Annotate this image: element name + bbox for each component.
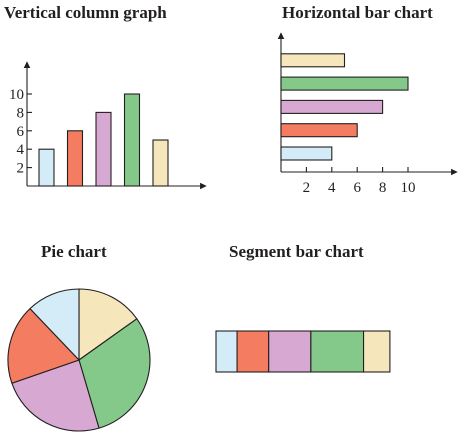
horizontal-chart-bar — [280, 53, 346, 68]
segment-chart-segment — [236, 330, 270, 373]
vertical-chart-bar — [95, 111, 112, 187]
vertical-chart-y-tick-label: 8 — [17, 105, 25, 121]
vertical-chart-bar — [38, 148, 55, 187]
horizontal-chart-bar — [280, 99, 384, 114]
vertical-chart-y-tick-label: 10 — [9, 87, 24, 103]
horizontal-chart-bar — [280, 146, 333, 161]
pie-chart-slice — [29, 288, 80, 361]
pie-chart-slice — [11, 359, 100, 432]
segment-chart-title: Segment bar chart — [229, 242, 364, 261]
horizontal-chart-x-tick-label: 2 — [303, 180, 311, 196]
horizontal-chart-x-tick-label: 4 — [328, 180, 336, 196]
horizontal-chart-bar — [280, 76, 409, 91]
horizontal-chart-x-tick-label: 8 — [379, 180, 387, 196]
segment-chart-segment — [310, 330, 365, 373]
vertical-chart-y-tick-label: 6 — [17, 124, 25, 140]
segment-chart-segment — [215, 330, 238, 373]
pie-chart-slice — [78, 288, 138, 361]
horizontal-chart-title: Horizontal bar chart — [282, 3, 433, 22]
vertical-chart-bar — [123, 93, 141, 187]
vertical-chart-bar — [152, 139, 169, 187]
vertical-chart-bar — [66, 130, 84, 187]
pie-chart-slice — [78, 318, 151, 429]
vertical-chart-y-tick-label: 4 — [17, 142, 25, 158]
horizontal-chart-x-tick-label: 6 — [353, 180, 361, 196]
segment-chart-segment — [268, 330, 312, 373]
horizontal-chart-bar — [280, 123, 358, 138]
pie-chart-title: Pie chart — [41, 242, 107, 261]
vertical-chart-title: Vertical column graph — [4, 3, 167, 22]
horizontal-chart-x-tick-label: 10 — [401, 180, 416, 196]
vertical-chart-y-tick-label: 2 — [17, 161, 25, 177]
pie-chart-slice — [7, 308, 80, 384]
segment-chart-segment — [363, 330, 391, 373]
